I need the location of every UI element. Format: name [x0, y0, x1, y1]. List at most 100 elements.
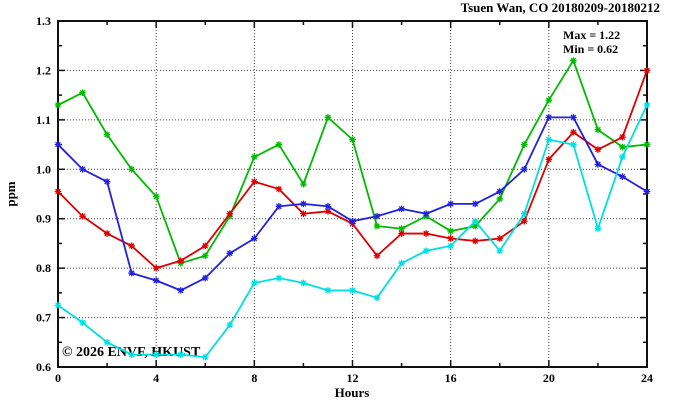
series-day-1-green-marker — [103, 131, 111, 138]
series-day-3-blue-marker — [251, 235, 258, 242]
series-day-2-red-marker — [520, 217, 528, 225]
series-day-2-red-marker — [128, 242, 135, 250]
x-tick-label: 0 — [55, 371, 61, 385]
series-day-4-cyan-marker — [496, 247, 504, 255]
series-day-1-green-marker — [570, 57, 577, 64]
series-day-4-cyan-marker — [275, 274, 283, 282]
series-day-3-blue-marker — [349, 217, 356, 225]
y-tick-label: 1.1 — [36, 113, 51, 127]
min-annotation: Min = 0.62 — [563, 42, 618, 56]
series-day-2-red-marker — [79, 212, 86, 220]
series-day-3-blue-marker — [275, 203, 283, 210]
series-day-4-cyan-marker — [447, 242, 454, 250]
x-tick-label: 12 — [347, 371, 359, 385]
series-day-4-cyan-marker — [79, 319, 86, 326]
series-day-1-green-marker — [201, 252, 209, 260]
series-day-4-cyan-marker — [398, 259, 405, 267]
series-day-3-blue-marker — [79, 165, 86, 173]
x-tick-label: 16 — [445, 371, 457, 385]
series-day-2-red-marker — [570, 128, 577, 136]
x-tick-label: 8 — [251, 371, 257, 385]
series-day-3-blue-marker — [226, 250, 234, 257]
series-day-4-cyan-marker — [594, 225, 602, 232]
series-day-3-blue-marker — [619, 173, 626, 180]
series-day-2-red-marker — [54, 188, 62, 195]
series-day-3-blue-marker — [54, 141, 62, 148]
series-day-1-green-marker — [373, 222, 381, 230]
series-day-3-blue-marker — [152, 277, 160, 284]
y-tick-label: 0.8 — [36, 261, 51, 275]
series-day-2-red-marker — [471, 237, 479, 245]
series-day-3-blue — [54, 114, 651, 294]
series-day-1-green-marker — [496, 195, 504, 203]
y-tick-label: 1.2 — [36, 63, 51, 77]
series-day-1-green-marker — [349, 136, 356, 143]
data-series — [54, 57, 651, 361]
series-day-4-cyan-marker — [324, 287, 332, 294]
series-day-2-red-marker — [152, 264, 160, 272]
series-day-4-cyan-marker — [349, 287, 356, 294]
series-day-1-green-marker — [275, 141, 283, 148]
series-day-3-blue-marker — [520, 165, 528, 173]
series-day-3-blue-marker — [545, 114, 553, 121]
series-day-2-red-marker — [373, 252, 381, 260]
y-tick-label: 0.7 — [36, 311, 51, 325]
series-day-2-red-marker — [545, 156, 553, 163]
x-tick-label: 4 — [153, 371, 159, 385]
series-day-3-blue-marker — [324, 203, 332, 210]
series-day-3-blue-marker — [201, 274, 209, 282]
series-day-3-blue-marker — [373, 212, 381, 220]
series-day-2-red-marker — [300, 210, 307, 218]
series-day-4-cyan-marker — [300, 279, 307, 287]
series-day-1-green-marker — [520, 141, 528, 148]
series-day-4-cyan-marker — [471, 217, 479, 225]
series-day-3-blue-marker — [398, 205, 405, 213]
series-day-1-green — [54, 57, 651, 267]
series-day-1-green-marker — [643, 141, 651, 148]
series-day-1-green-marker — [471, 222, 479, 230]
series-day-1-green-marker — [251, 153, 258, 161]
series-day-3-blue-marker — [103, 178, 111, 185]
series-day-4-cyan-marker — [103, 338, 111, 346]
series-day-2-red-marker — [177, 257, 185, 265]
series-day-4-cyan-marker — [373, 294, 381, 302]
series-day-4-cyan-marker — [570, 141, 577, 148]
series-day-3-blue-marker — [643, 188, 651, 195]
series-day-1-green-marker — [619, 143, 626, 151]
series-day-2-red-marker — [251, 178, 258, 185]
series-day-2-red-marker — [398, 230, 405, 237]
series-day-1-green-marker — [128, 165, 135, 173]
series-day-4-cyan-marker — [177, 351, 185, 358]
series-day-1-green-marker — [594, 126, 602, 134]
series-day-1-green-marker — [300, 180, 307, 188]
series-day-2-red-marker — [496, 235, 504, 242]
series-day-4-cyan-marker — [226, 321, 234, 329]
series-day-3-blue-marker — [471, 200, 479, 208]
y-tick-label: 1.0 — [36, 162, 51, 176]
series-day-3-blue-marker — [300, 200, 307, 208]
series-day-4-cyan-marker — [545, 136, 553, 143]
series-day-1-green-marker — [152, 193, 160, 200]
y-tick-label: 0.9 — [36, 212, 51, 226]
chart-title: Tsuen Wan, CO 20180209-20180212 — [461, 0, 660, 15]
series-day-2-red-marker — [275, 185, 283, 193]
series-day-4-cyan-marker — [520, 210, 528, 218]
max-annotation: Max = 1.22 — [563, 28, 620, 42]
axis-ticks — [57, 20, 648, 368]
series-day-3-blue-marker — [496, 188, 504, 195]
series-day-2-red-marker — [103, 230, 111, 237]
series-day-2-red-marker — [619, 133, 626, 141]
series-day-4-cyan-marker — [201, 353, 209, 361]
series-day-3-blue-marker — [447, 200, 454, 208]
series-day-4-cyan-marker — [128, 351, 135, 358]
series-day-1-green-marker — [79, 89, 86, 96]
series-day-4-cyan-marker — [422, 247, 430, 255]
series-day-2-red-marker — [643, 67, 651, 74]
series-day-1-green-marker — [54, 101, 62, 109]
x-tick-label: 24 — [641, 371, 653, 385]
series-day-4-cyan-marker — [54, 301, 62, 309]
x-axis-label: Hours — [335, 385, 370, 400]
y-tick-label: 0.6 — [36, 360, 51, 374]
